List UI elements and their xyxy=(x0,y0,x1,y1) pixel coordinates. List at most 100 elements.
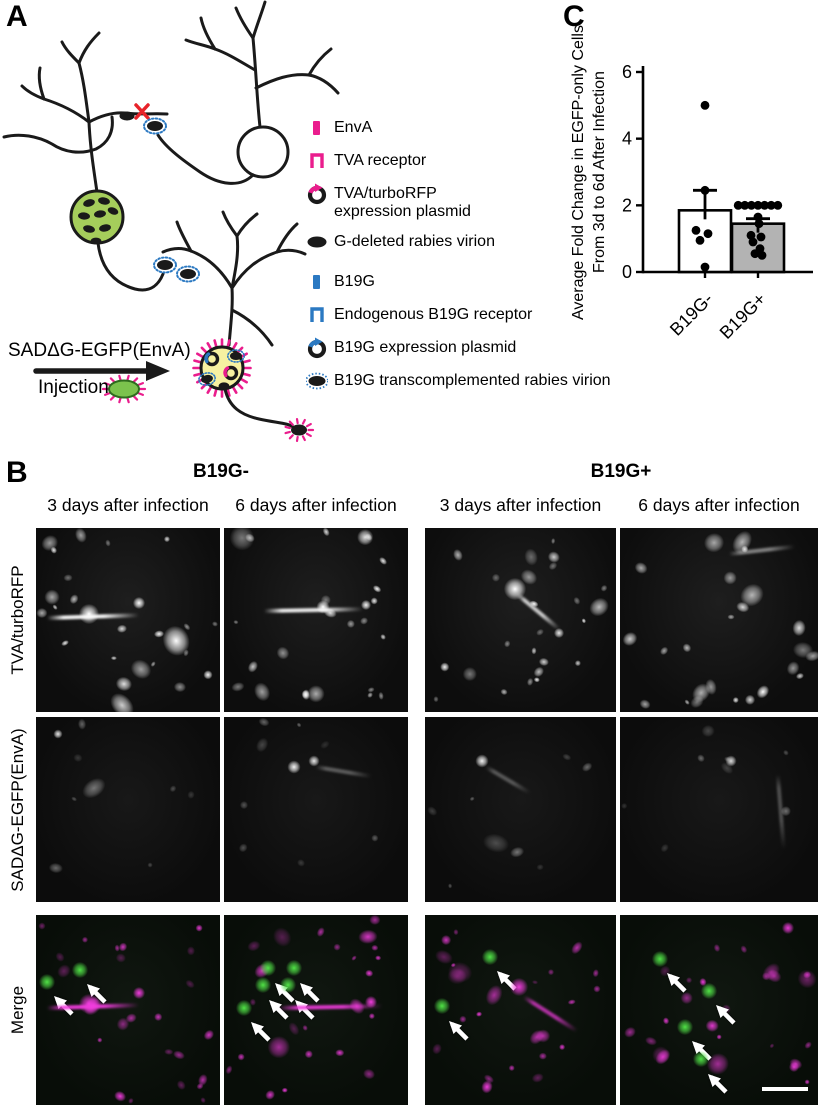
fluorescence-blob xyxy=(377,691,385,701)
fluorescence-blob xyxy=(581,617,587,625)
fluorescence-blob xyxy=(282,1086,288,1093)
red-x-blocked xyxy=(134,103,150,120)
row-label-sadg-egfp-enva: SADΔG-EGFP(EnvA) xyxy=(8,727,27,892)
fluorescence-blob xyxy=(68,593,81,606)
fluorescence-blob xyxy=(48,862,64,875)
fluorescence-blob xyxy=(173,681,187,693)
data-point xyxy=(700,262,710,272)
fluorescence-blob xyxy=(545,549,562,565)
scale-bar xyxy=(762,1087,808,1091)
fluorescence-blob xyxy=(104,539,112,548)
legend-item: B19G xyxy=(306,271,556,293)
fluorescent-soma xyxy=(79,994,100,1015)
data-point xyxy=(750,249,760,259)
data-point xyxy=(757,250,767,260)
panel-a: A xyxy=(0,0,611,455)
circuit-diagram xyxy=(2,0,340,442)
fluorescence-blob xyxy=(114,675,134,693)
arrow-icon xyxy=(448,1020,470,1042)
legend-item: Endogenous B19G receptor xyxy=(306,304,556,326)
col-header-b19g-minus-3d: 3 days after infection xyxy=(47,495,209,515)
legend-item: B19G transcomplemented rabies virion xyxy=(305,370,611,392)
legend-item: B19G expression plasmid xyxy=(306,337,556,359)
b19g-virion-icon xyxy=(305,370,329,392)
fluorescence-blob xyxy=(73,528,89,545)
micrograph-b19g-minus-6d-sadg-egfp-enva xyxy=(224,717,408,902)
fluorescence-blob xyxy=(585,594,612,620)
fluorescence-blob xyxy=(315,925,327,938)
fluorescence-blob xyxy=(731,696,740,704)
fluorescent-neurite xyxy=(485,765,531,795)
fluorescence-blob xyxy=(574,659,583,667)
fluorescence-blob xyxy=(480,831,511,855)
fluorescence-blob xyxy=(558,1042,566,1051)
fluorescence-blob xyxy=(659,842,671,854)
legend-label: G-deleted rabies virion xyxy=(334,233,495,251)
fluorescent-soma xyxy=(553,627,564,638)
legend-item: TVA/turboRFP expression plasmid xyxy=(306,183,516,220)
fluorescence-blob xyxy=(740,944,749,954)
fluorescence-blob xyxy=(54,962,74,981)
micrograph-b19g-plus-3d-merge xyxy=(425,915,616,1105)
fluorescent-soma xyxy=(725,755,737,767)
fluorescence-blob xyxy=(37,921,47,931)
fluorescence-blob xyxy=(743,692,758,707)
legend-label: B19G xyxy=(334,273,375,290)
fluorescence-blob xyxy=(269,923,296,950)
arrow-icon xyxy=(86,983,108,1005)
fluorescence-blob xyxy=(304,1049,314,1059)
fluorescence-blob xyxy=(727,614,735,620)
data-point xyxy=(760,200,769,210)
fluorescence-blob xyxy=(79,773,110,802)
fluorescence-blob xyxy=(358,929,379,946)
fluorescence-blob xyxy=(253,735,270,755)
col-header-b19g-minus-6d: 6 days after infection xyxy=(235,495,397,515)
arrow-icon xyxy=(299,982,321,1004)
fluorescent-soma xyxy=(360,600,371,611)
fluorescence-blob xyxy=(452,547,465,562)
fluorescence-blob xyxy=(793,966,818,993)
fluorescence-blob xyxy=(126,655,155,683)
fluorescence-blob xyxy=(531,1071,546,1085)
tva-turborfp-plasmid-icon xyxy=(306,183,328,205)
data-point xyxy=(747,200,756,210)
fluorescence-blob xyxy=(722,570,737,585)
fluorescence-blob xyxy=(300,1024,309,1033)
panel-c-label: C xyxy=(563,0,585,33)
fluorescence-blob xyxy=(72,752,84,764)
legend-label: TVA/turboRFP expression plasmid xyxy=(334,185,471,220)
fluorescence-blob xyxy=(680,641,693,655)
fluorescence-blob xyxy=(112,1089,127,1103)
neuron-starter xyxy=(161,210,315,442)
fluorescence-blob xyxy=(171,1048,186,1061)
fluorescent-soma xyxy=(693,1051,710,1068)
data-point xyxy=(733,200,743,210)
fluorescence-blob xyxy=(446,967,467,984)
legend-label: TVA receptor xyxy=(334,152,427,169)
legend-item: G-deleted rabies virion xyxy=(306,231,516,253)
fluorescence-blob xyxy=(538,1052,547,1060)
fluorescence-blob xyxy=(257,717,271,728)
fluorescence-blob xyxy=(346,619,355,628)
fluorescence-blob xyxy=(461,665,479,683)
fluorescence-blob xyxy=(716,1034,722,1041)
fluorescence-blob xyxy=(251,679,274,704)
fluorescent-soma xyxy=(481,948,498,965)
legend-label: B19G expression plasmid xyxy=(334,339,517,356)
fluorescent-soma xyxy=(365,996,378,1009)
col-header-b19g-plus-6d: 6 days after infection xyxy=(638,495,800,515)
fluorescence-blob xyxy=(620,801,629,811)
panel-b: B B19G- B19G+ 3 days after infection 6 days… xyxy=(0,455,820,1110)
fluorescence-blob xyxy=(295,722,303,729)
fluorescence-blob xyxy=(803,1040,813,1050)
fluorescence-blob xyxy=(377,555,389,566)
micrograph-b19g-minus-6d-tva-turborfp xyxy=(224,528,408,712)
legend-label: B19G transcomplemented rabies virion xyxy=(334,372,611,389)
fluorescence-blob xyxy=(638,697,653,710)
fluorescence-blob xyxy=(439,934,452,947)
fluorescence-blob xyxy=(592,984,602,994)
data-point xyxy=(753,200,763,210)
enva-icon xyxy=(306,117,328,139)
group-header-b19g-minus: B19G- xyxy=(193,461,249,482)
